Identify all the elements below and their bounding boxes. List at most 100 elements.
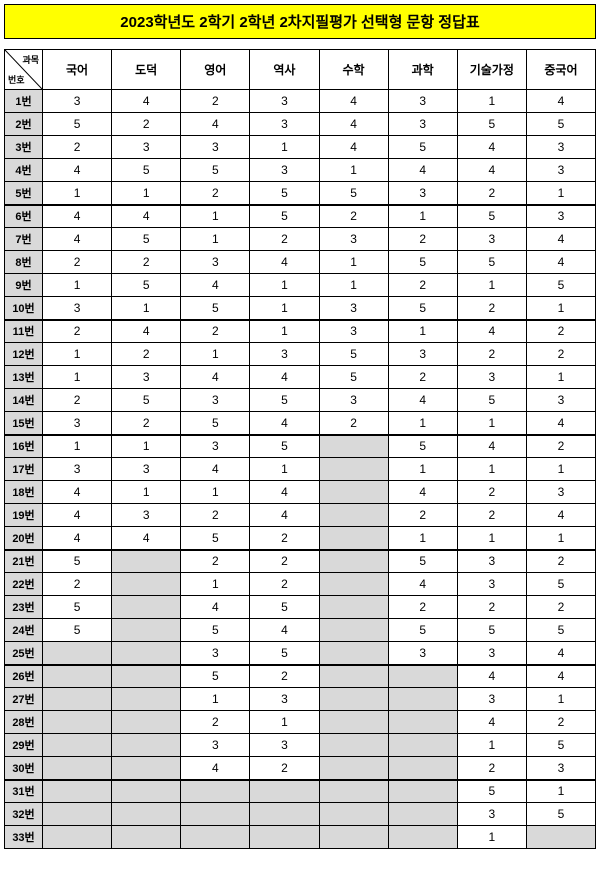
answer-cell: 2 [319,205,388,228]
table-row: 33번1 [5,826,596,849]
answer-cell: 2 [250,757,319,780]
answer-cell: 3 [43,90,112,113]
answer-cell: 1 [181,481,250,504]
answer-cell: 5 [526,619,595,642]
answer-cell [388,780,457,803]
row-number-cell: 1번 [5,90,43,113]
answer-cell: 2 [388,274,457,297]
answer-cell: 4 [250,366,319,389]
answer-cell [43,665,112,688]
answer-cell: 5 [526,573,595,596]
answer-cell: 5 [112,228,181,251]
table-row: 12번12135322 [5,343,596,366]
answer-cell: 4 [112,527,181,550]
answer-cell: 1 [112,297,181,320]
table-row: 17번3341111 [5,458,596,481]
answer-cell: 3 [319,389,388,412]
answer-cell: 3 [112,458,181,481]
answer-cell [319,780,388,803]
table-row: 2번52434355 [5,113,596,136]
answer-cell: 4 [388,159,457,182]
answer-cell: 3 [457,228,526,251]
answer-cell: 5 [388,136,457,159]
answer-cell: 5 [526,113,595,136]
answer-cell: 3 [250,688,319,711]
answer-cell [319,826,388,849]
answer-cell: 2 [43,389,112,412]
answer-cell: 4 [319,136,388,159]
table-row: 6번44152153 [5,205,596,228]
table-row: 29번3315 [5,734,596,757]
answer-cell: 2 [457,596,526,619]
answer-cell: 5 [388,297,457,320]
answer-cell [388,757,457,780]
answer-cell: 3 [250,734,319,757]
answer-cell [319,711,388,734]
answer-cell: 1 [43,366,112,389]
answer-cell [43,642,112,665]
answer-cell: 2 [526,550,595,573]
answer-cell: 1 [181,688,250,711]
answer-cell: 2 [250,550,319,573]
answer-cell: 3 [388,90,457,113]
answer-cell: 1 [526,780,595,803]
answer-cell [250,780,319,803]
table-row: 18번4114423 [5,481,596,504]
answer-cell: 1 [319,159,388,182]
answer-cell: 5 [112,159,181,182]
answer-cell: 5 [526,734,595,757]
answer-cell: 4 [250,412,319,435]
answer-cell: 1 [319,251,388,274]
answer-cell: 5 [43,619,112,642]
answer-cell: 2 [526,343,595,366]
answer-cell [319,504,388,527]
answer-cell [112,619,181,642]
answer-cell: 4 [43,527,112,550]
answer-cell [388,688,457,711]
row-number-cell: 26번 [5,665,43,688]
row-number-cell: 4번 [5,159,43,182]
row-number-cell: 24번 [5,619,43,642]
answer-cell [112,826,181,849]
answer-cell: 3 [457,642,526,665]
answer-cell: 2 [112,113,181,136]
answer-cell: 1 [388,527,457,550]
answer-cell: 2 [526,320,595,343]
table-row: 23번545222 [5,596,596,619]
answer-cell: 3 [181,435,250,458]
table-row: 24번554555 [5,619,596,642]
answer-cell: 3 [181,136,250,159]
answer-cell: 1 [43,435,112,458]
answer-cell: 1 [388,412,457,435]
answer-cell [319,550,388,573]
answer-cell: 2 [43,320,112,343]
row-number-cell: 22번 [5,573,43,596]
answer-cell [388,734,457,757]
answer-cell: 5 [457,619,526,642]
answer-cell: 2 [457,297,526,320]
answer-cell: 5 [43,113,112,136]
answer-cell [388,826,457,849]
answer-cell: 1 [526,458,595,481]
answer-cell: 4 [526,504,595,527]
row-number-cell: 16번 [5,435,43,458]
row-number-cell: 13번 [5,366,43,389]
answer-cell: 4 [181,113,250,136]
answer-cell: 3 [181,251,250,274]
answer-cell: 5 [319,182,388,205]
row-number-cell: 25번 [5,642,43,665]
answer-cell: 5 [250,205,319,228]
answer-cell: 2 [181,550,250,573]
answer-cell: 4 [319,113,388,136]
answer-cell: 3 [388,113,457,136]
answer-cell: 1 [457,274,526,297]
table-row: 7번45123234 [5,228,596,251]
answer-cell: 2 [250,665,319,688]
answer-cell: 1 [388,320,457,343]
table-body: 1번342343142번524343553번233145434번45531443… [5,90,596,849]
answer-cell [181,780,250,803]
answer-cell: 3 [181,642,250,665]
answer-cell: 5 [526,274,595,297]
answer-cell: 3 [43,297,112,320]
answer-cell [43,688,112,711]
